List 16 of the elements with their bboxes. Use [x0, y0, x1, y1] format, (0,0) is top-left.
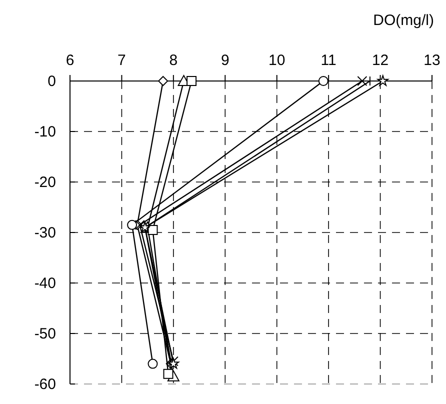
x-axis-title: DO(mg/l): [373, 12, 434, 29]
y-tick-label: -50: [34, 326, 56, 342]
x-tick-label: 7: [118, 52, 126, 69]
y-tick-label: 0: [48, 73, 56, 90]
x-tick-label: 10: [268, 52, 286, 69]
x-tick-label: 13: [424, 52, 440, 69]
x-tick-label: 12: [372, 52, 389, 69]
y-tick-label: -60: [34, 376, 56, 393]
x-tick-label: 6: [66, 52, 74, 69]
x-tick-label: 11: [320, 52, 336, 69]
y-tick-label: -10: [34, 124, 56, 140]
x-tick-label: 8: [169, 52, 178, 69]
y-tick-label: -40: [34, 275, 56, 292]
x-tick-label: 9: [220, 52, 230, 69]
y-tick-label: -30: [34, 224, 56, 242]
y-tick-label: -20: [34, 174, 56, 191]
